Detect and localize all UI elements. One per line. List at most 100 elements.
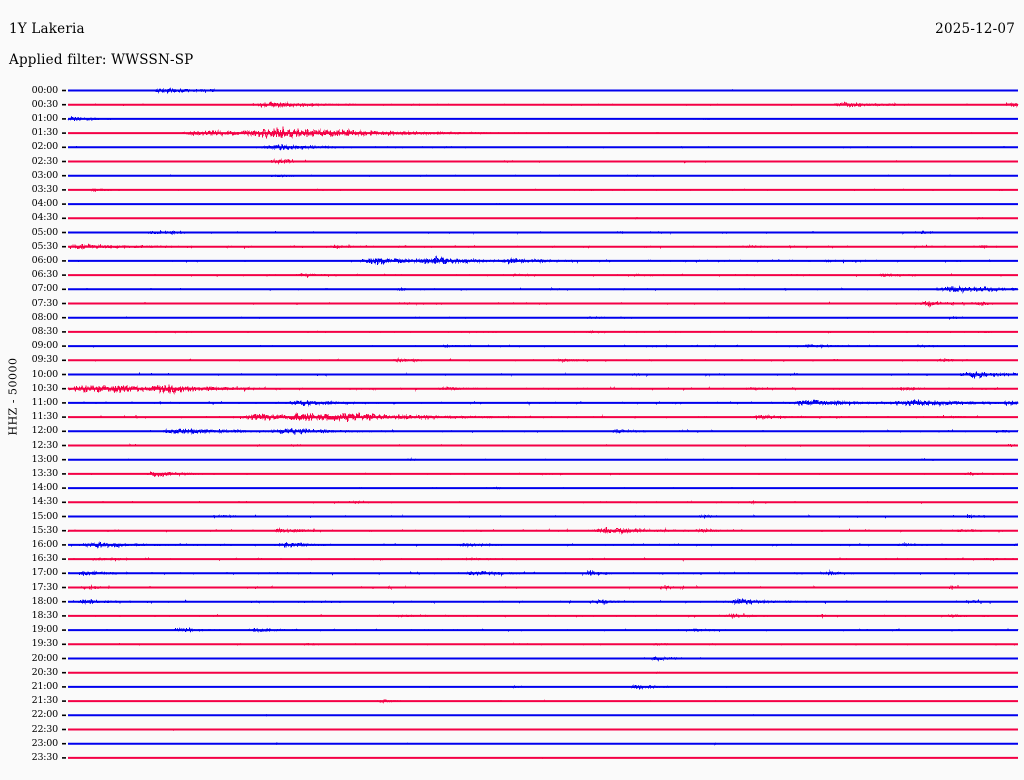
trace-row [62, 427, 1019, 436]
trace-row [62, 742, 1019, 746]
trace-waveform [68, 757, 1018, 759]
time-label: 07:30 [31, 297, 59, 309]
time-label: 20:30 [31, 666, 59, 678]
time-label: 05:00 [31, 226, 59, 238]
time-label: 16:00 [31, 538, 59, 550]
trace-row [62, 300, 1019, 308]
trace-row [62, 457, 1018, 462]
trace-waveform [67, 115, 1018, 122]
time-label: 03:30 [31, 183, 59, 195]
trace-row [62, 272, 1018, 279]
time-label: 11:00 [31, 396, 59, 408]
time-label: 01:00 [31, 112, 59, 124]
trace-waveform [68, 203, 1018, 206]
trace-waveform [67, 158, 1019, 165]
trace-row [62, 412, 1018, 422]
trace-row [62, 216, 1019, 220]
time-label: 14:30 [31, 496, 59, 508]
time-label: 22:00 [31, 709, 59, 721]
trace-waveform [67, 612, 1018, 620]
trace-waveform [68, 742, 1019, 746]
trace-waveform [68, 343, 1019, 349]
time-label: 23:30 [31, 751, 59, 763]
trace-row [62, 486, 1019, 490]
trace-waveform [68, 357, 1019, 364]
station-title: 1Y Lakeria [9, 21, 85, 37]
time-label: 17:00 [31, 567, 59, 579]
time-label: 03:00 [31, 169, 59, 181]
trace-waveform [67, 714, 1018, 717]
trace-row [62, 187, 1019, 193]
trace-waveform [67, 443, 1019, 448]
trace-row [62, 756, 1018, 759]
time-label: 09:30 [31, 354, 59, 366]
trace-waveform [68, 684, 1018, 691]
trace-waveform [67, 457, 1018, 462]
time-label: 21:30 [31, 695, 59, 707]
trace-row [62, 556, 1019, 563]
time-label: 18:00 [31, 595, 59, 607]
time-label: 15:00 [31, 510, 59, 522]
trace-row [62, 242, 1019, 250]
time-label: 17:30 [31, 581, 59, 593]
time-label: 00:30 [31, 98, 59, 110]
trace-row [62, 527, 1019, 535]
trace-waveform [67, 427, 1019, 436]
time-label: 08:30 [31, 325, 59, 337]
trace-waveform [68, 272, 1018, 279]
time-label: 12:00 [31, 425, 59, 437]
trace-row [62, 285, 1019, 294]
time-label: 22:30 [31, 723, 59, 735]
time-label: 21:00 [31, 680, 59, 692]
trace-row [62, 255, 1019, 266]
trace-row [62, 728, 1019, 732]
trace-row [62, 100, 1019, 109]
trace-row [62, 513, 1019, 520]
trace-row [62, 671, 1018, 674]
time-label: 23:00 [31, 737, 59, 749]
trace-row [62, 612, 1018, 620]
applied-filter-label: Applied filter: WWSSN-SP [9, 52, 194, 68]
time-label: 06:30 [31, 269, 59, 281]
time-label: 09:00 [31, 340, 59, 352]
trace-waveform [68, 656, 1018, 662]
trace-row [62, 656, 1018, 662]
trace-row [62, 399, 1019, 408]
trace-waveform [67, 569, 1018, 577]
trace-waveform [67, 584, 1019, 591]
time-label: 10:00 [31, 368, 59, 380]
trace-waveform [68, 597, 1018, 606]
time-label: 16:30 [31, 553, 59, 565]
trace-waveform [67, 242, 1019, 250]
trace-waveform [67, 412, 1018, 422]
time-label: 10:30 [31, 382, 59, 394]
trace-row [62, 584, 1019, 591]
time-label: 04:00 [31, 198, 59, 210]
trace-waveform [67, 527, 1019, 535]
time-label: 01:30 [31, 127, 59, 139]
time-label: 18:30 [31, 609, 59, 621]
time-label: 13:00 [31, 453, 59, 465]
trace-waveform [68, 126, 1018, 140]
trace-waveform [67, 300, 1019, 308]
time-label: 20:00 [31, 652, 59, 664]
date-label: 2025-12-07 [935, 21, 1015, 37]
trace-row [62, 684, 1018, 691]
time-label: 06:00 [31, 254, 59, 266]
trace-waveform [67, 642, 1018, 647]
trace-waveform [68, 100, 1019, 109]
time-label: 02:00 [31, 141, 59, 153]
trace-waveform [67, 500, 1019, 505]
time-label: 05:30 [31, 240, 59, 252]
trace-waveform [68, 174, 1019, 178]
trace-row [62, 115, 1018, 122]
trace-waveform [68, 216, 1019, 220]
trace-row [62, 343, 1019, 349]
trace-waveform [68, 626, 1019, 633]
trace-row [62, 626, 1019, 633]
time-label: 13:30 [31, 467, 59, 479]
trace-row [62, 144, 1019, 151]
time-label: 12:30 [31, 439, 59, 451]
trace-waveform [68, 399, 1019, 408]
trace-row [62, 541, 1019, 549]
